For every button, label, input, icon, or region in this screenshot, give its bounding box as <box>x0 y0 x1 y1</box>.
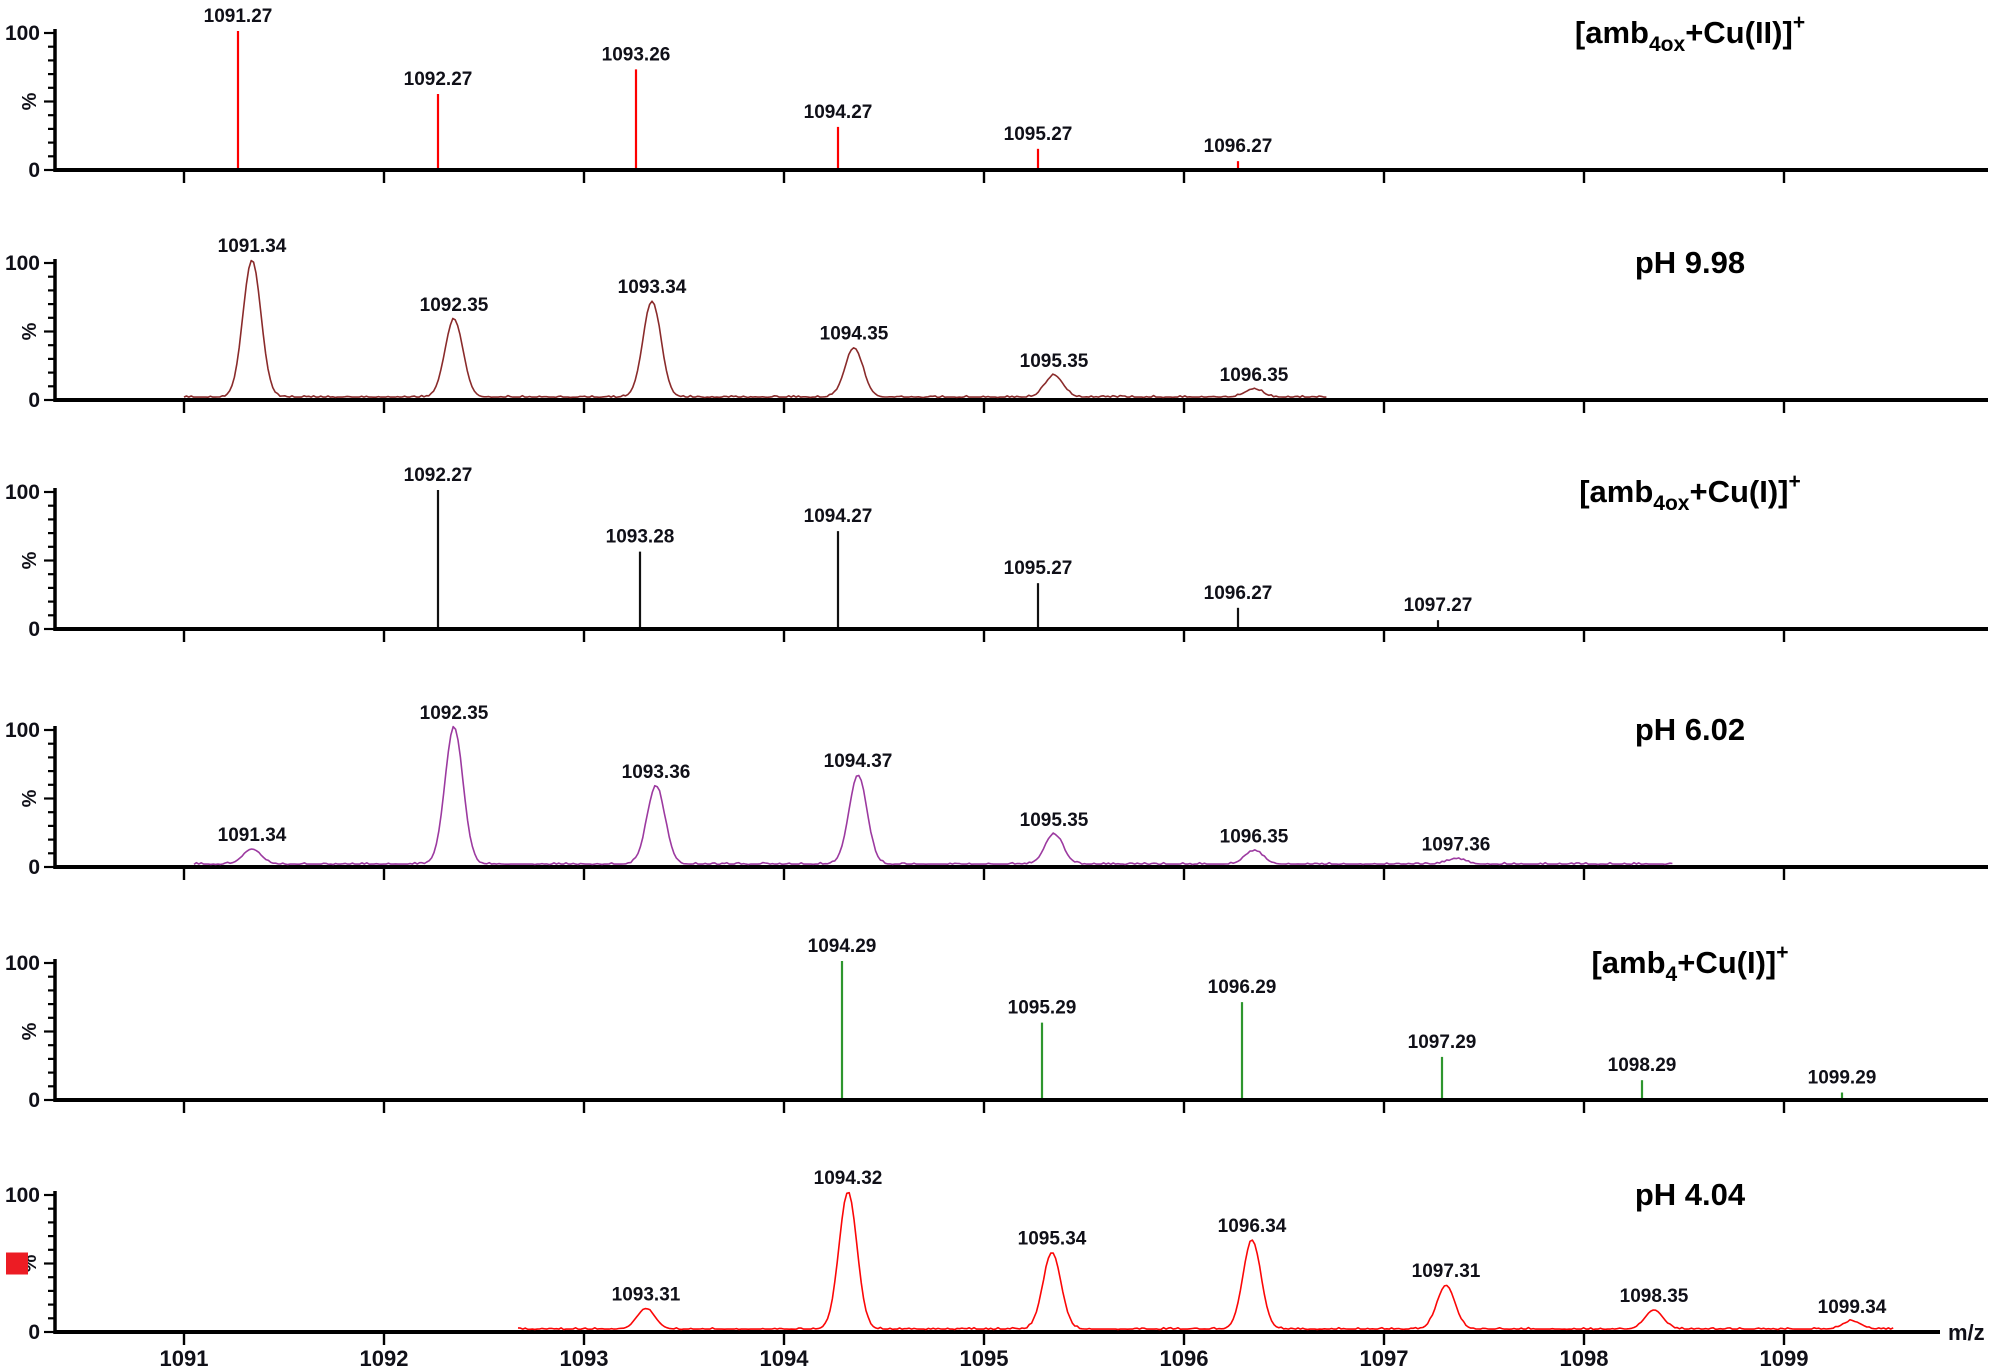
peak-label: 1099.29 <box>1808 1068 1877 1089</box>
panel-title: [amb4+Cu(I)]+ <box>1591 941 1788 986</box>
peak-label: 1095.29 <box>1008 998 1077 1019</box>
peak-label: 1092.27 <box>404 69 473 90</box>
peak-label: 1095.34 <box>1018 1228 1087 1249</box>
x-tick-label: 1094 <box>760 1346 810 1370</box>
peak-label: 1091.34 <box>218 236 287 257</box>
y-max-label: 100 <box>5 1184 40 1207</box>
panel-title: [amb4ox+Cu(I)]+ <box>1579 470 1801 515</box>
panel-title: pH 6.02 <box>1635 712 1745 747</box>
peak-label: 1097.36 <box>1422 835 1491 856</box>
peak-label: 1096.27 <box>1204 136 1273 157</box>
peak-label: 1095.27 <box>1004 558 1073 579</box>
panel-2: 100 0% 1091.34 1092.35 1093.34 1094.35 1095.35… <box>5 236 1988 413</box>
peak-label: 1093.31 <box>612 1284 681 1305</box>
panel-title: pH 4.04 <box>1635 1177 1746 1212</box>
spectrum-trace <box>193 725 1673 866</box>
peak-label: 1098.29 <box>1608 1055 1677 1076</box>
peak-label: 1094.27 <box>804 102 873 123</box>
y-axis-unit: % <box>19 551 41 569</box>
panel-1: 100 0% 1091.27 1092.27 1093.26 1094.27 1095.27… <box>5 6 1988 183</box>
y-axis-unit: % <box>19 789 41 807</box>
x-tick-label: 1099 <box>1760 1346 1809 1370</box>
x-tick-label: 1095 <box>960 1346 1009 1370</box>
peak-label: 1092.35 <box>420 295 489 316</box>
x-tick-label: 1097 <box>1360 1346 1409 1370</box>
spectrum-trace <box>517 1191 1894 1331</box>
x-tick-label: 1093 <box>560 1346 609 1370</box>
peak-label: 1096.35 <box>1220 826 1289 847</box>
peak-label: 1094.27 <box>804 506 873 527</box>
peak-label: 1094.37 <box>824 751 893 772</box>
peak-label: 1096.35 <box>1220 365 1289 386</box>
panel-5: 100 0% 1094.29 1095.29 1096.29 1097.29 1098.29… <box>5 936 1988 1113</box>
peak-label: 1093.28 <box>606 527 675 548</box>
peak-label: 1098.35 <box>1620 1286 1689 1307</box>
panel-4: 100 0% 1091.34 1092.35 1093.36 1094.37 1095.35… <box>5 703 1988 880</box>
peak-label: 1093.26 <box>602 44 671 65</box>
y-max-label: 100 <box>5 952 40 975</box>
y-axis-unit: % <box>19 322 41 340</box>
peak-label: 1097.29 <box>1408 1032 1477 1053</box>
y-min-label: 0 <box>28 389 40 412</box>
peak-label: 1096.27 <box>1204 583 1273 604</box>
panel-title: pH 9.98 <box>1635 245 1745 280</box>
peak-label: 1091.27 <box>204 6 273 27</box>
x-tick-label: 1091 <box>160 1346 209 1370</box>
peak-label: 1099.34 <box>1818 1297 1887 1318</box>
peak-label: 1091.34 <box>218 825 287 846</box>
x-tick-label: 1096 <box>1160 1346 1209 1370</box>
y-min-label: 0 <box>28 1089 40 1112</box>
y-axis-unit: % <box>19 1022 41 1040</box>
y-min-label: 0 <box>28 159 40 182</box>
y-max-label: 100 <box>5 252 40 275</box>
y-min-label: 0 <box>28 1321 40 1344</box>
x-tick-label: 1092 <box>360 1346 409 1370</box>
x-tick-label: 1098 <box>1560 1346 1609 1370</box>
spectrum-trace <box>183 259 1327 399</box>
peak-label: 1095.35 <box>1020 351 1089 372</box>
peak-label: 1093.34 <box>618 277 687 298</box>
y-max-label: 100 <box>5 481 40 504</box>
peak-label: 1092.35 <box>420 703 489 724</box>
y-min-label: 0 <box>28 618 40 641</box>
y-max-label: 100 <box>5 719 40 742</box>
peak-label: 1097.31 <box>1412 1261 1481 1282</box>
panel-6: 1000%1093.311094.321095.341096.341097.31… <box>5 1168 1985 1370</box>
peak-label: 1096.29 <box>1208 977 1277 998</box>
mz-axis-label: m/z <box>1948 1320 1985 1345</box>
peak-label: 1095.35 <box>1020 810 1089 831</box>
peak-label: 1096.34 <box>1218 1216 1287 1237</box>
peak-label: 1092.27 <box>404 465 473 486</box>
peak-label: 1093.36 <box>622 762 691 783</box>
y-max-label: 100 <box>5 22 40 45</box>
red-square-marker <box>6 1252 28 1275</box>
panel-3: 100 0% 1092.27 1093.28 1094.27 1095.27 1096.27… <box>5 465 1988 642</box>
peak-label: 1094.35 <box>820 324 889 345</box>
peak-label: 1097.27 <box>1404 595 1473 616</box>
peak-label: 1095.27 <box>1004 124 1073 145</box>
peak-label: 1094.32 <box>814 1168 883 1189</box>
y-axis-unit: % <box>19 92 41 110</box>
y-min-label: 0 <box>28 856 40 879</box>
panel-title: [amb4ox+Cu(II)]+ <box>1575 11 1805 56</box>
peak-label: 1094.29 <box>808 936 877 957</box>
